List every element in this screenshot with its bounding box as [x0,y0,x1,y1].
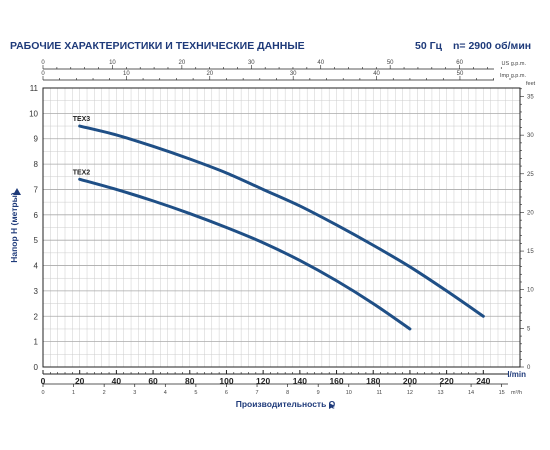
y-axis-title: Напор H (метры) [9,192,19,263]
us-gpm-tick-label: 0 [41,60,45,66]
us-gpm-tick-label: 10 [109,60,116,66]
imp-gpm-tick-label: 30 [290,71,297,77]
imp-gpm-tick-label: 50 [457,71,464,77]
feet-unit-label: feet [526,81,536,87]
us-gpm-tick-label: 30 [248,60,255,66]
m3h-tick-label: 2 [103,390,106,396]
x-tick-label: 0 [41,376,46,386]
y-tick-label: 4 [34,262,39,271]
x-tick-label: 180 [366,376,380,386]
feet-tick-label: 5 [527,326,531,332]
x-tick-label: 200 [403,376,417,386]
feet-tick-label: 15 [527,249,534,255]
x-tick-label: 240 [476,376,490,386]
x-tick-label: 220 [440,376,454,386]
x-axis-arrow [329,403,335,409]
y-tick-label: 8 [34,160,39,169]
x-tick-label: 100 [219,376,233,386]
x-tick-label: 60 [148,376,158,386]
x-tick-label: 160 [329,376,343,386]
series-line-tex3 [78,124,485,318]
y-tick-label: 1 [34,338,39,347]
imp-gpm-tick-label: 10 [123,71,130,77]
x-tick-label: 40 [112,376,122,386]
feet-tick-label: 0 [527,365,531,371]
m3h-tick-label: 0 [41,390,44,396]
m3h-tick-label: 4 [164,390,167,396]
y-tick-label: 5 [34,236,39,245]
y-tick-label: 6 [34,211,39,220]
y-tick-label: 0 [34,363,39,372]
m3h-tick-label: 8 [286,390,289,396]
m3h-tick-label: 12 [407,390,413,396]
feet-tick-label: 20 [527,210,534,216]
feet-tick-label: 35 [527,95,534,101]
imp-gpm-tick-label: 20 [206,71,213,77]
imp-gpm-unit-label: Imp g.p.m. [500,73,526,79]
chart-title: РАБОЧИЕ ХАРАКТЕРИСТИКИ И ТЕХНИЧЕСКИЕ ДАН… [10,40,305,52]
us-gpm-tick-label: 50 [387,60,394,66]
feet-tick-label: 30 [527,133,534,139]
feet-tick-label: 10 [527,288,534,294]
frequency-label: 50 Гц [415,40,443,52]
x-tick-label: 140 [293,376,307,386]
m3h-tick-label: 6 [225,390,228,396]
x-tick-label: 20 [75,376,85,386]
us-gpm-tick-label: 20 [179,60,186,66]
y-tick-label: 3 [34,287,39,296]
imp-gpm-tick-label: 40 [373,71,380,77]
y-tick-label: 10 [29,109,38,118]
y-axis-arrow [13,188,21,195]
m3h-tick-label: 7 [256,390,259,396]
m3h-tick-label: 1 [72,390,75,396]
m3h-tick-label: 9 [317,390,320,396]
m3h-tick-label: 5 [194,390,197,396]
us-gpm-tick-label: 40 [317,60,324,66]
series-line-tex2 [78,177,412,331]
m3h-tick-label: 15 [499,390,505,396]
y-tick-label: 11 [30,84,39,93]
m3h-unit-label: m³/h [511,390,522,396]
x-unit-label: l/min [507,370,526,379]
imp-gpm-tick-label: 0 [41,71,45,77]
y-tick-label: 2 [34,312,39,321]
us-gpm-tick-label: 60 [456,60,463,66]
m3h-tick-label: 3 [133,390,136,396]
y-tick-label: 7 [34,185,39,194]
y-tick-label: 9 [34,135,39,144]
m3h-tick-label: 13 [437,390,443,396]
feet-tick-label: 25 [527,172,534,178]
m3h-tick-label: 11 [376,390,382,396]
m3h-tick-label: 10 [346,390,352,396]
speed-label: n= 2900 об/мин [453,40,532,52]
x-axis-title: Производительность Q [236,399,336,409]
series-label-tex3: TEX3 [73,116,91,123]
us-gpm-unit-label: US g.p.m. [502,61,527,67]
m3h-tick-label: 14 [468,390,474,396]
x-tick-label: 80 [185,376,195,386]
series-label-tex2: TEX2 [73,169,91,176]
x-tick-label: 120 [256,376,270,386]
